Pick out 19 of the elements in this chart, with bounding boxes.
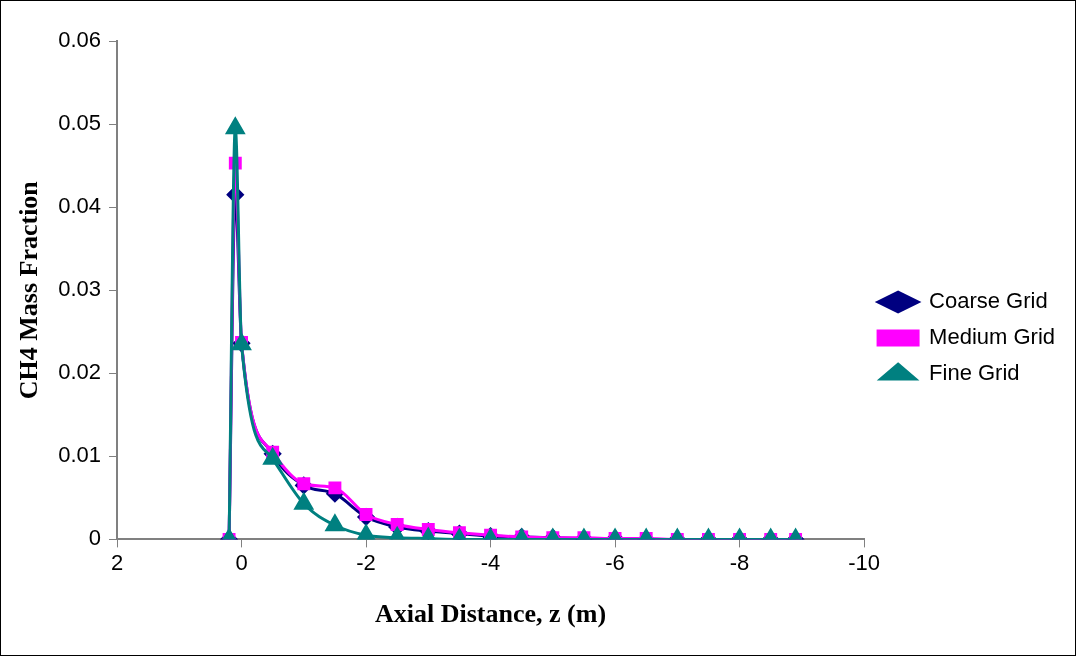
x-tick-label: -8: [729, 549, 750, 575]
y-tick-label: 0.01: [58, 442, 102, 468]
x-tick-label: -2: [356, 549, 376, 575]
y-tick-label: 0.04: [58, 193, 102, 219]
y-axis-title: CH4 Mass Fraction: [14, 180, 44, 400]
y-tick-label: 0.03: [58, 276, 102, 302]
x-axis-title: Axial Distance, z (m): [375, 599, 607, 629]
y-tick-label: 0: [88, 525, 102, 551]
legend-label: Medium Grid: [929, 324, 1055, 350]
legend-label: Coarse Grid: [929, 288, 1048, 314]
x-tick-label: -4: [480, 549, 501, 575]
y-tick-label: 0.02: [58, 359, 102, 385]
x-tick-label: -6: [605, 549, 625, 575]
legend-label: Fine Grid: [929, 360, 1020, 386]
y-tick-label: 0.06: [58, 27, 102, 53]
y-tick-label: 0.05: [58, 110, 102, 136]
x-tick-label: -10: [848, 549, 880, 575]
x-tick-label: 0: [235, 549, 248, 575]
x-tick-label: 2: [110, 549, 124, 575]
